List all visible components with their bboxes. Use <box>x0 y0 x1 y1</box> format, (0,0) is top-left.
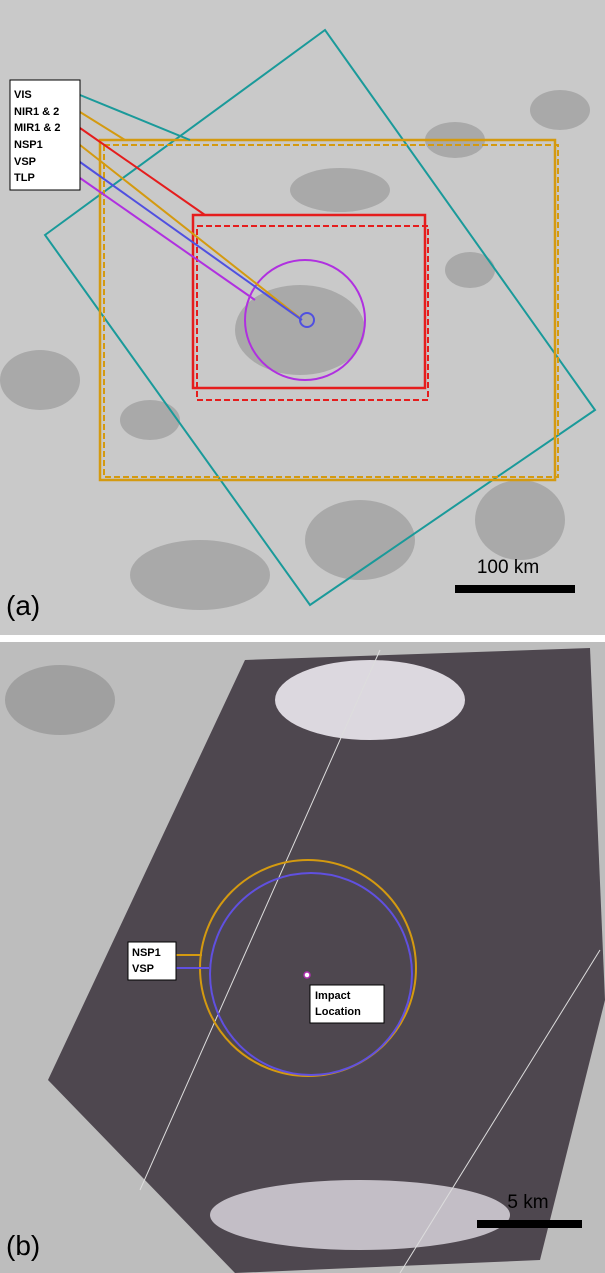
panel-b: NSP1 VSP Impact Location 5 km (b) <box>0 642 605 1273</box>
legend-label: MIR1 & 2 <box>14 122 60 134</box>
annotation: Impact <box>315 990 351 1002</box>
page: VIS NIR1 & 2 MIR1 & 2 NSP1 VSP TLP 100 k… <box>0 0 605 1273</box>
legend-label: NSP1 <box>14 139 43 151</box>
scale-label: 5 km <box>507 1192 548 1213</box>
legend-label: VSP <box>132 963 154 975</box>
annotation: Location <box>315 1006 361 1018</box>
legend-label: VSP <box>14 156 36 168</box>
bright-region <box>210 1180 510 1250</box>
crater <box>5 665 115 735</box>
panel-label: (b) <box>6 1230 40 1261</box>
legend-label: NSP1 <box>132 947 161 959</box>
scale-label: 100 km <box>477 557 539 578</box>
legend-label: VIS <box>14 89 32 101</box>
figure: VIS NIR1 & 2 MIR1 & 2 NSP1 VSP TLP 100 k… <box>0 0 605 1273</box>
scale-bar <box>455 585 575 593</box>
legend-label: NIR1 & 2 <box>14 106 59 118</box>
panel-label: (a) <box>6 590 40 621</box>
scale-bar <box>477 1220 582 1228</box>
impact-point <box>304 972 310 978</box>
legend-label: TLP <box>14 172 35 184</box>
panel-a: VIS NIR1 & 2 MIR1 & 2 NSP1 VSP TLP 100 k… <box>0 0 605 635</box>
